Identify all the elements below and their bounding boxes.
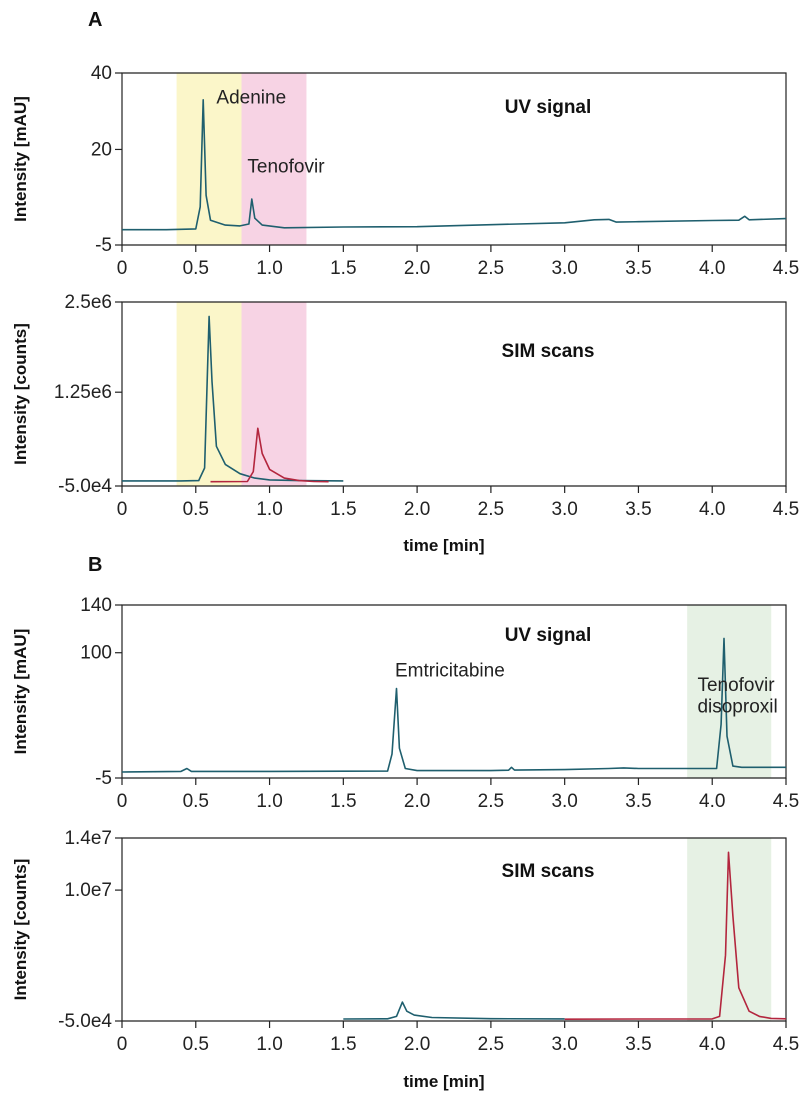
y-tick-label: -5.0e4 bbox=[58, 476, 112, 497]
chart-b-uv: 0 0.5 1.0 1.5 2.0 2.5 3.0 3.5 4.0 4.5 -5 100 140 Inte… bbox=[11, 595, 799, 812]
trace-line bbox=[210, 427, 329, 483]
peak-label: disoproxil bbox=[697, 696, 777, 717]
chart-a-uv: 0 0.5 1.0 1.5 2.0 2.5 3.0 3.5 4.0 4.5 -5 20 40 Intens… bbox=[11, 63, 799, 279]
x-tick-label: 0.5 bbox=[183, 258, 209, 279]
panel-letter-b: B bbox=[88, 554, 102, 576]
highlight-band bbox=[241, 302, 307, 486]
y-tick-label: 40 bbox=[91, 63, 112, 84]
y-tick-label: 2.5e6 bbox=[64, 292, 112, 313]
trace-line bbox=[343, 1001, 565, 1020]
y-tick-label: 1.4e7 bbox=[64, 828, 112, 849]
x-tick-label: 3.5 bbox=[625, 1034, 651, 1055]
x-axis-label: time [min] bbox=[403, 1072, 484, 1091]
x-tick-label: 4.5 bbox=[773, 258, 799, 279]
peak-label: Emtricitabine bbox=[395, 661, 505, 682]
x-tick-label: 0 bbox=[117, 258, 128, 279]
signal-label: SIM scans bbox=[502, 341, 595, 362]
y-tick-label: -5 bbox=[95, 235, 112, 256]
peak-label: Adenine bbox=[216, 88, 286, 109]
x-tick-label: 0.5 bbox=[183, 499, 209, 520]
x-tick-label: 4.0 bbox=[699, 791, 725, 812]
x-tick-label: 3.5 bbox=[625, 258, 651, 279]
x-tick-label: 3.5 bbox=[625, 499, 651, 520]
x-tick-label: 2.5 bbox=[478, 1034, 504, 1055]
x-tick-label: 1.5 bbox=[330, 258, 356, 279]
x-tick-label: 4.5 bbox=[773, 791, 799, 812]
y-axis-label: Intensity [mAU] bbox=[11, 629, 30, 755]
x-tick-label: 1.0 bbox=[256, 499, 282, 520]
x-tick-label: 4.0 bbox=[699, 1034, 725, 1055]
plot-frame bbox=[121, 837, 787, 1022]
chart-b-sim: 0 0.5 1.0 1.5 2.0 2.5 3.0 3.5 4.0 4.5 -5.0e4 1.0e7 1… bbox=[11, 828, 799, 1091]
trace-line bbox=[564, 851, 787, 1020]
x-tick-label: 0 bbox=[117, 499, 128, 520]
x-tick-label: 0 bbox=[117, 791, 128, 812]
y-axis-label: Intensity [counts] bbox=[11, 323, 30, 465]
x-tick-label: 4.5 bbox=[773, 499, 799, 520]
x-tick-label: 3.0 bbox=[551, 791, 577, 812]
x-tick-label: 4.0 bbox=[699, 499, 725, 520]
x-tick-label: 1.5 bbox=[330, 1034, 356, 1055]
plots-layer: 0 0.5 1.0 1.5 2.0 2.5 3.0 3.5 4.0 4.5 -5 20 40 Intens… bbox=[11, 63, 799, 1091]
trace-line bbox=[121, 637, 786, 773]
x-tick-label: 3.0 bbox=[551, 258, 577, 279]
x-tick-label: 2.0 bbox=[404, 499, 430, 520]
x-axis-label: time [min] bbox=[403, 536, 484, 555]
trace-line bbox=[122, 315, 344, 482]
trace-line bbox=[122, 99, 787, 231]
y-tick-label: 100 bbox=[80, 643, 112, 664]
signal-label: UV signal bbox=[505, 625, 592, 646]
x-tick-label: 0.5 bbox=[183, 1034, 209, 1055]
y-tick-label: 20 bbox=[91, 139, 112, 160]
x-tick-label: 1.5 bbox=[330, 791, 356, 812]
x-tick-label: 4.5 bbox=[773, 1034, 799, 1055]
y-tick-label: 1.0e7 bbox=[64, 880, 112, 901]
signal-label: UV signal bbox=[505, 97, 592, 118]
x-tick-label: 1.0 bbox=[256, 258, 282, 279]
x-tick-label: 2.0 bbox=[404, 258, 430, 279]
y-tick-label: -5 bbox=[95, 768, 112, 789]
panel-letter-a: A bbox=[88, 9, 102, 31]
x-tick-label: 0.5 bbox=[183, 791, 209, 812]
peak-label: Tenofovir bbox=[697, 675, 775, 696]
y-tick-label: -5.0e4 bbox=[58, 1011, 112, 1032]
y-axis-label: Intensity [mAU] bbox=[11, 96, 30, 222]
x-tick-label: 2.5 bbox=[478, 791, 504, 812]
x-tick-label: 1.0 bbox=[256, 1034, 282, 1055]
plot-frame bbox=[121, 604, 787, 779]
x-tick-label: 3.0 bbox=[551, 1034, 577, 1055]
x-tick-label: 3.0 bbox=[551, 499, 577, 520]
x-tick-label: 1.0 bbox=[256, 791, 282, 812]
x-tick-label: 1.5 bbox=[330, 499, 356, 520]
x-tick-label: 4.0 bbox=[699, 258, 725, 279]
x-tick-label: 2.0 bbox=[404, 1034, 430, 1055]
highlight-band bbox=[241, 73, 307, 245]
x-tick-label: 2.5 bbox=[478, 258, 504, 279]
x-tick-label: 3.5 bbox=[625, 791, 651, 812]
x-tick-label: 2.0 bbox=[404, 791, 430, 812]
y-tick-label: 140 bbox=[80, 595, 112, 616]
y-tick-label: 1.25e6 bbox=[54, 382, 112, 403]
x-tick-label: 2.5 bbox=[478, 499, 504, 520]
peak-label: Tenofovir bbox=[247, 156, 325, 177]
signal-label: SIM scans bbox=[502, 861, 595, 882]
chart-a-sim: 0 0.5 1.0 1.5 2.0 2.5 3.0 3.5 4.0 4.5 -5.0e4 1.25e6… bbox=[11, 292, 799, 555]
y-axis-label: Intensity [counts] bbox=[11, 859, 30, 1001]
x-tick-label: 0 bbox=[117, 1034, 128, 1055]
